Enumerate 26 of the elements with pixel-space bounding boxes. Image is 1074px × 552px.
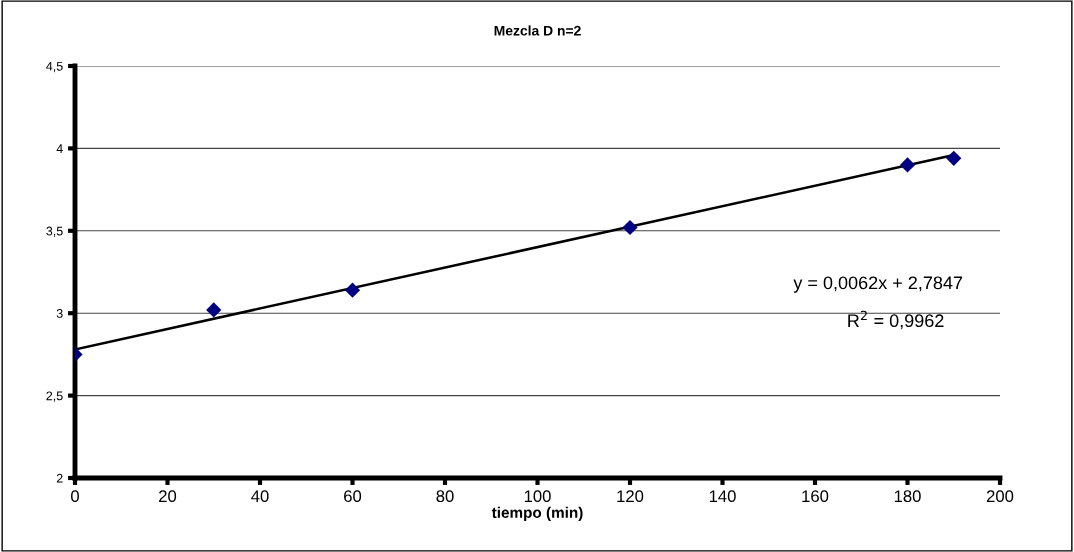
annotation: R$^{2}$ = 0,9962: [848, 310, 944, 330]
x-tick-label: 40: [251, 490, 269, 503]
x-tick-label: 80: [436, 490, 454, 503]
point: [206, 302, 222, 318]
x-tick-label: 100: [524, 490, 551, 503]
x-tick-label: 20: [159, 490, 177, 503]
x-tick-label: 60: [344, 490, 362, 503]
point: [344, 282, 361, 298]
chart-title: Mezcla D n=2: [494, 25, 581, 36]
x-tick-label: 200: [986, 490, 1014, 503]
x-tick-label: 120: [617, 490, 644, 503]
x-tick-label: 140: [709, 490, 736, 503]
x-tick-label: 0: [71, 490, 79, 503]
point: [622, 219, 638, 236]
annotation: y = 0,0062x + 2,7847: [793, 276, 963, 293]
y-tick-label: 3,5: [46, 226, 63, 237]
x-tick-label: 160: [802, 490, 829, 503]
y-tick-label: 2,5: [46, 391, 63, 402]
y-tick-label: 2: [56, 473, 63, 483]
y-tick-label: 4: [56, 144, 63, 153]
y-tick-label: 4,5: [46, 61, 63, 73]
x-axis-title: tiempo (min): [491, 506, 583, 521]
point: [899, 157, 916, 173]
y-tick-label: 3: [56, 309, 63, 318]
point: [946, 150, 962, 166]
x-tick-label: 180: [894, 490, 921, 503]
